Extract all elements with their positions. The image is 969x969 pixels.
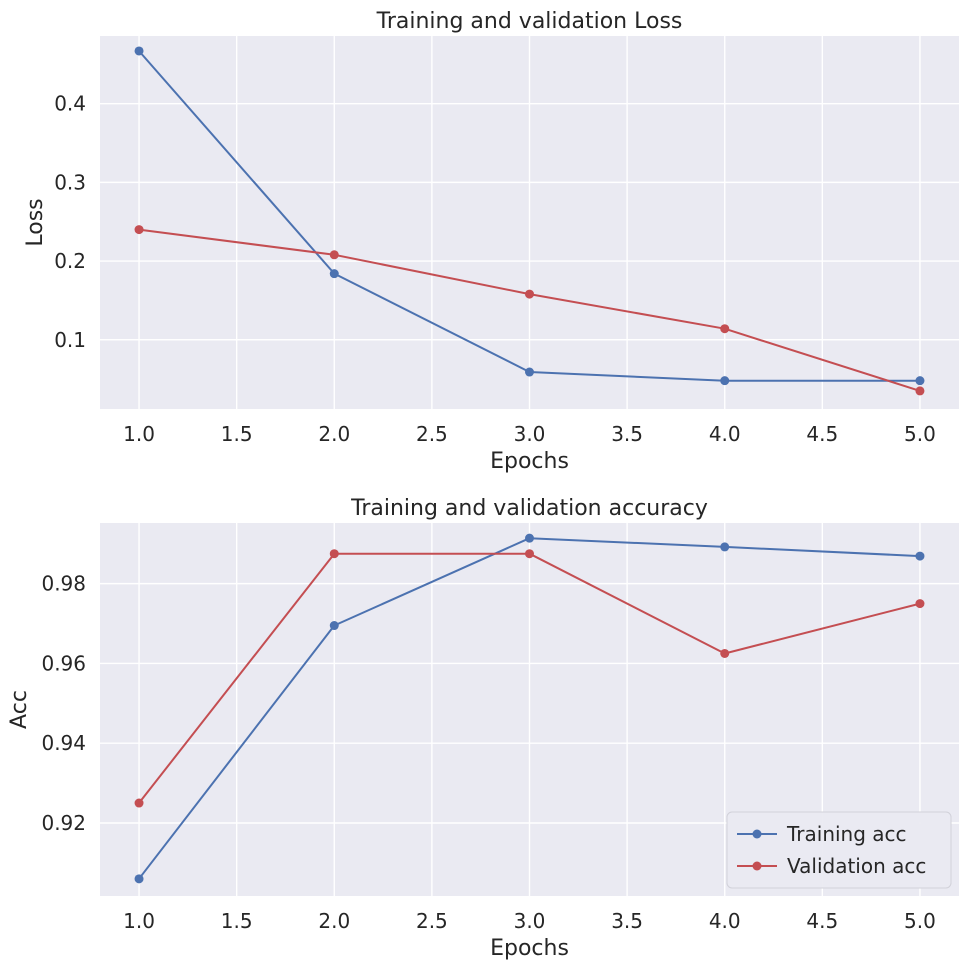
x-tick-label: 3.0 <box>514 422 546 446</box>
x-tick-label: 4.0 <box>709 909 741 933</box>
y-tick-label: 0.1 <box>54 328 86 352</box>
x-tick-label: 2.5 <box>416 909 448 933</box>
chart-title: Training and validation Loss <box>376 9 683 34</box>
data-point-train <box>720 376 730 386</box>
legend: Training acc Validation acc <box>726 811 952 889</box>
x-tick-label: 4.5 <box>806 909 838 933</box>
data-point-val <box>915 599 925 609</box>
data-point-val <box>134 798 144 808</box>
data-point-train <box>720 542 730 552</box>
x-tick-label: 2.5 <box>416 422 448 446</box>
y-tick-label: 0.94 <box>41 731 86 755</box>
x-tick-label: 2.0 <box>318 909 350 933</box>
data-point-val <box>720 324 730 334</box>
x-tick-label: 1.5 <box>221 422 253 446</box>
data-point-train <box>915 376 925 386</box>
data-point-val <box>525 289 534 299</box>
y-axis-label: Acc <box>7 690 32 729</box>
y-tick-label: 0.92 <box>41 811 86 835</box>
y-axis-label: Loss <box>23 198 48 246</box>
x-tick-label: 1.0 <box>123 909 155 933</box>
data-point-train <box>329 621 339 631</box>
x-tick-label: 3.0 <box>514 909 546 933</box>
data-point-train <box>134 874 144 884</box>
y-tick-label: 0.3 <box>54 170 86 194</box>
data-point-train <box>525 367 534 377</box>
data-point-val <box>525 549 534 559</box>
x-axis-label: Epochs <box>490 936 569 961</box>
loss-chart: 1.0 1.5 2.0 2.5 3.0 3.5 4.0 4.5 5.0 0.1 0.2 0.3 0.4 T… <box>23 9 959 474</box>
y-tick-label: 0.2 <box>54 249 86 273</box>
x-tick-label: 5.0 <box>904 909 936 933</box>
x-tick-label: 3.5 <box>611 909 643 933</box>
x-tick-label: 1.0 <box>123 422 155 446</box>
chart-title: Training and validation accuracy <box>350 496 708 521</box>
x-tick-label: 2.0 <box>318 422 350 446</box>
data-point-val <box>329 549 339 559</box>
x-tick-label: 1.5 <box>221 909 253 933</box>
y-tick-label: 0.98 <box>41 572 86 596</box>
legend-marker-val <box>752 861 762 871</box>
legend-label-val: Validation acc <box>787 854 926 878</box>
x-tick-label: 4.0 <box>709 422 741 446</box>
x-tick-label: 4.5 <box>806 422 838 446</box>
data-point-train <box>134 46 144 56</box>
accuracy-chart: 1.0 1.5 2.0 2.5 3.0 3.5 4.0 4.5 5.0 0.92 0.94 0.96 0… <box>7 496 959 961</box>
data-point-val <box>720 648 730 658</box>
data-point-val <box>329 250 339 260</box>
legend-box <box>726 811 952 889</box>
legend-marker-train <box>752 829 762 839</box>
x-axis-label: Epochs <box>490 449 569 474</box>
data-point-train <box>525 533 534 543</box>
x-tick-label: 5.0 <box>904 422 936 446</box>
data-point-train <box>329 269 339 279</box>
data-point-train <box>915 551 925 561</box>
y-tick-label: 0.96 <box>41 651 86 675</box>
y-tick-label: 0.4 <box>54 92 86 116</box>
data-point-val <box>134 225 144 235</box>
x-tick-label: 3.5 <box>611 422 643 446</box>
data-point-val <box>915 386 925 396</box>
legend-label-train: Training acc <box>786 822 907 846</box>
